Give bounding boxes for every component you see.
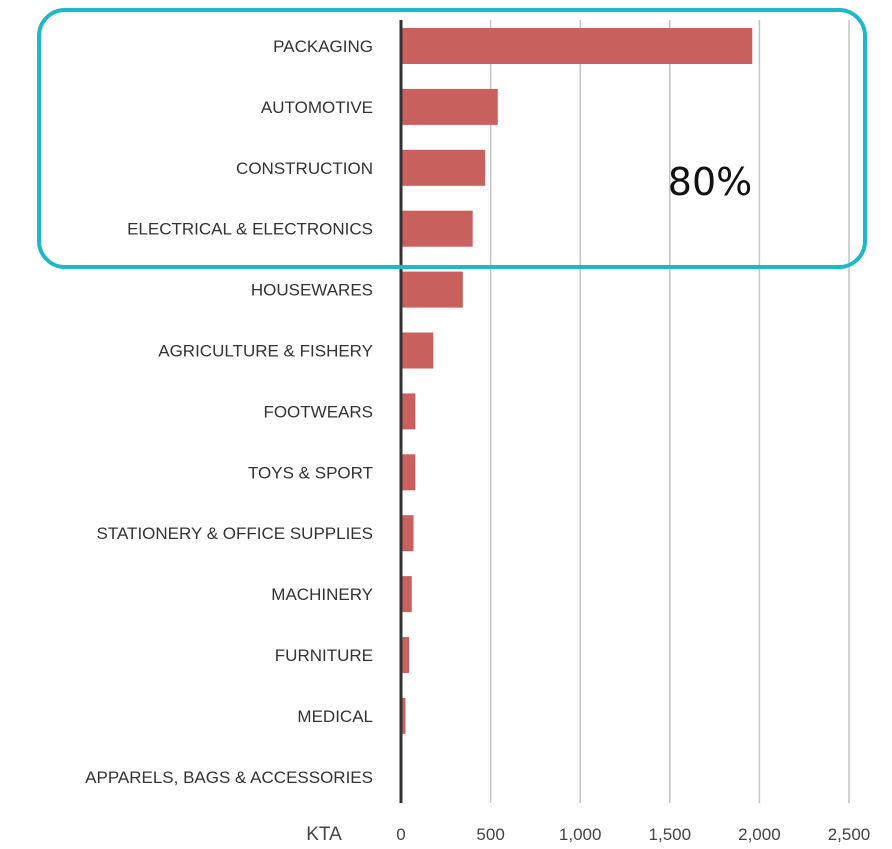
grid-lines [489,20,850,803]
x-axis-ticks: 0 500 1,000 1,500 2,000 2,500 [396,825,870,844]
bar [401,576,412,613]
category-labels: PACKAGING AUTOMOTIVE CONSTRUCTION ELECTRICA… [85,37,373,787]
category-label: TOYS & SPORT [248,463,373,482]
category-label: AGRICULTURE & FISHERY [158,342,373,361]
category-label: HOUSEWARES [251,281,373,300]
x-tick-label: 1,500 [649,825,692,844]
bar [401,393,416,430]
bar [401,637,410,673]
highlight-box [37,8,867,269]
bar [401,515,414,552]
bar [401,332,434,369]
category-label: MACHINERY [271,585,373,604]
category-label: APPARELS, BAGS & ACCESSORIES [85,768,373,787]
bar [401,271,463,308]
x-tick-label: 0 [396,825,405,844]
x-tick-label: 2,500 [828,825,871,844]
category-label: STATIONERY & OFFICE SUPPLIES [97,524,373,543]
category-label: CONSTRUCTION [236,159,373,178]
bar [401,697,406,734]
category-label: MEDICAL [297,707,373,726]
bar [401,210,473,247]
x-axis-unit-label: KTA [306,824,342,845]
bars [401,28,753,795]
category-label: PACKAGING [273,37,373,56]
category-label: AUTOMOTIVE [261,98,373,117]
x-tick-label: 2,000 [738,825,781,844]
x-tick-label: 500 [476,825,504,844]
bar [401,28,753,64]
category-label: FOOTWEARS [263,402,373,421]
category-label: FURNITURE [275,646,373,665]
bar [401,149,486,186]
percentage-annotation: 80% [668,160,752,204]
bar [401,88,498,125]
category-label: ELECTRICAL & ELECTRONICS [127,220,373,239]
bar [401,454,416,491]
x-tick-label: 1,000 [559,825,602,844]
